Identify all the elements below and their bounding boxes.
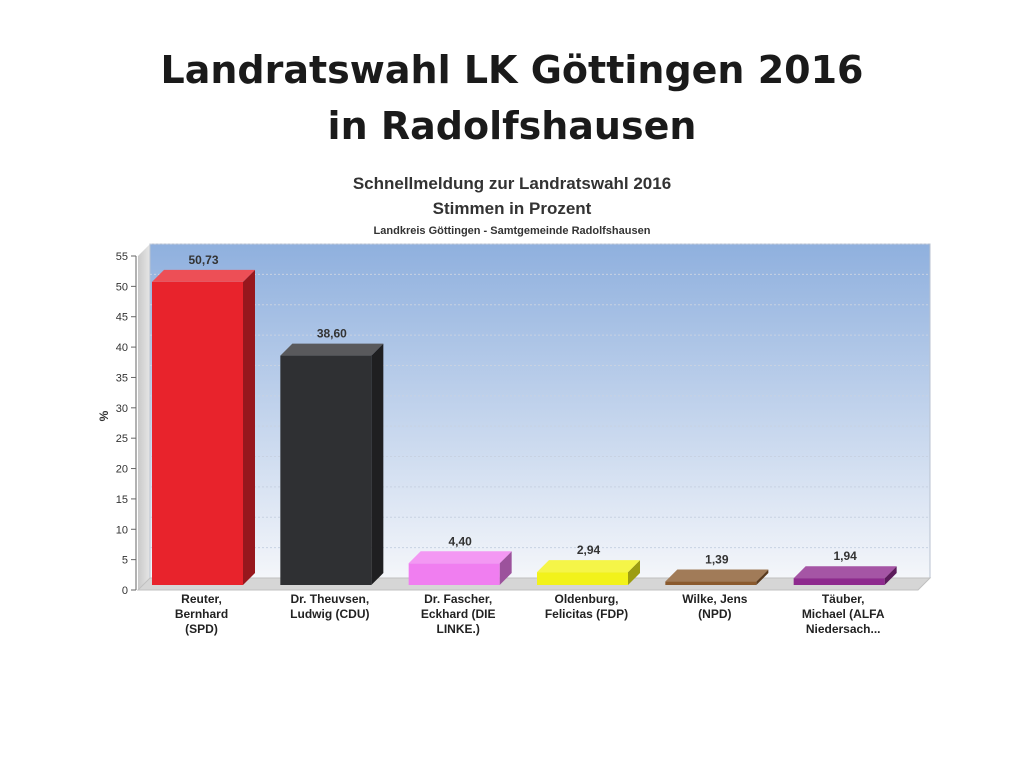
bar-side — [884, 566, 897, 585]
bar — [537, 560, 640, 585]
x-category-label: Reuter, Bernhard (SPD) — [175, 592, 228, 636]
x-axis-labels: Reuter, Bernhard (SPD) Dr. Theuvsen, Ludwig … — [175, 592, 885, 636]
y-tick-label: 40 — [116, 342, 128, 354]
bar-top — [537, 560, 640, 573]
chart-caption: Landkreis Göttingen - Samtgemeinde Radol… — [374, 225, 651, 237]
slide-title: Landratswahl LK Göttingen 2016 in Radolf… — [0, 42, 1024, 154]
y-tick-label: 55 — [116, 251, 128, 263]
x-category-label: Oldenburg, Felicitas (FDP) — [545, 592, 628, 621]
bar-front — [665, 581, 757, 585]
plot-side-wall — [138, 244, 150, 590]
y-tick-label: 35 — [116, 372, 128, 384]
bar-front — [537, 572, 628, 585]
bar-front — [408, 563, 500, 585]
bar-top — [408, 551, 512, 564]
y-axis-label: % — [97, 410, 111, 421]
bar-side — [628, 560, 640, 585]
bar-value-label: 38,60 — [317, 327, 347, 341]
x-category-label: Dr. Fascher, Eckhard (DIE LINKE.) — [421, 592, 496, 636]
bar-side — [499, 551, 512, 585]
slide-title-line-2: in Radolfshausen — [327, 104, 697, 148]
x-category-label: Wilke, Jens (NPD) — [682, 592, 748, 621]
y-tick-label: 30 — [116, 403, 128, 415]
y-tick-label: 15 — [116, 494, 128, 506]
slide-title-line-1: Landratswahl LK Göttingen 2016 — [160, 48, 864, 92]
y-tick-label: 5 — [122, 555, 128, 567]
bar-value-label: 2,94 — [577, 543, 601, 557]
y-tick-label: 0 — [122, 585, 128, 597]
gridlines — [150, 243, 930, 549]
bar-side — [243, 269, 255, 585]
y-tick-label: 50 — [116, 281, 128, 293]
bar-top — [280, 343, 384, 356]
bar-side — [756, 569, 769, 585]
plot-background — [149, 243, 931, 579]
bar-front — [793, 578, 885, 585]
y-tick-label: 20 — [116, 464, 128, 476]
bar — [665, 569, 769, 585]
bar-top — [665, 569, 769, 582]
bar-side — [371, 343, 384, 585]
x-category-label: Täuber, Michael (ALFA Niedersach... — [802, 592, 885, 636]
bar-top — [152, 269, 255, 282]
bar — [793, 566, 897, 585]
y-tick-label: 10 — [116, 524, 128, 536]
bar-front — [280, 355, 372, 585]
bar — [152, 269, 255, 585]
bar-top — [793, 566, 897, 579]
y-tick-label: 25 — [116, 433, 128, 445]
y-axis-ticks: 0 5 10 15 20 25 30 35 40 45 50 55 — [116, 251, 137, 597]
bar-front — [152, 281, 243, 585]
bar — [408, 551, 512, 585]
y-tick-label: 45 — [116, 312, 128, 324]
bars: 50,73 38,60 4,40 2,94 1,39 1,94 — [152, 253, 897, 585]
chart-subtitle: Stimmen in Prozent — [433, 199, 592, 218]
bar-value-label: 50,73 — [188, 253, 218, 267]
bar — [280, 343, 384, 585]
bar-value-label: 1,94 — [833, 549, 857, 563]
chart-title: Schnellmeldung zur Landratswahl 2016 — [353, 174, 671, 193]
bar-value-label: 1,39 — [705, 553, 729, 567]
x-category-label: Dr. Theuvsen, Ludwig (CDU) — [290, 592, 369, 621]
bar-value-label: 4,40 — [448, 534, 472, 548]
